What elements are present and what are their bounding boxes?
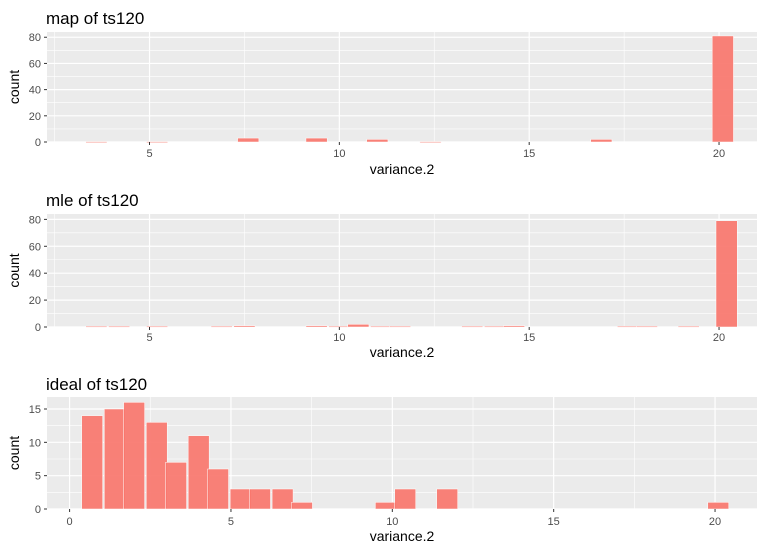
x-axis-label: variance.2 bbox=[370, 161, 435, 177]
y-tick-label: 80 bbox=[29, 32, 41, 44]
x-tick-label: 15 bbox=[548, 516, 560, 528]
x-tick-label: 15 bbox=[523, 148, 535, 160]
y-tick-label: 0 bbox=[35, 137, 41, 149]
x-tick-label: 20 bbox=[713, 148, 725, 160]
y-tick-label: 20 bbox=[29, 111, 41, 123]
histogram-bar bbox=[237, 137, 260, 143]
histogram-bar bbox=[85, 326, 108, 328]
histogram-bar bbox=[291, 502, 313, 510]
histogram-bar bbox=[249, 488, 271, 510]
histogram-bar bbox=[233, 325, 256, 328]
chart-panel-1: map of ts120 0 20 40 60 80 5 10 15 20 variance.2 co… bbox=[6, 9, 757, 177]
histogram-bar bbox=[85, 141, 108, 143]
y-tick-label: 10 bbox=[29, 437, 41, 449]
x-tick-label: 5 bbox=[228, 516, 234, 528]
histogram-bar bbox=[617, 326, 639, 328]
histogram-bar bbox=[461, 326, 484, 328]
histogram-bar bbox=[389, 326, 411, 328]
x-tick-label: 20 bbox=[709, 516, 721, 528]
histogram-bar bbox=[305, 137, 328, 143]
histogram-bar bbox=[484, 326, 506, 328]
histogram-bar bbox=[81, 415, 103, 510]
y-tick-label: 0 bbox=[35, 322, 41, 334]
y-tick-label: 40 bbox=[29, 85, 41, 97]
x-axis-label: variance.2 bbox=[370, 344, 435, 360]
histogram-bar bbox=[590, 139, 613, 143]
y-tick-label: 15 bbox=[29, 404, 41, 416]
histogram-bar bbox=[347, 324, 370, 328]
chart-title: mle of ts120 bbox=[46, 191, 139, 210]
histogram-bar bbox=[108, 326, 131, 328]
histogram-bar bbox=[104, 408, 126, 510]
y-tick-label: 20 bbox=[29, 295, 41, 307]
y-tick-label: 5 bbox=[35, 471, 41, 483]
histogram-bar bbox=[229, 488, 252, 510]
histogram-bar bbox=[394, 488, 416, 510]
x-axis-label: variance.2 bbox=[370, 528, 435, 544]
histogram-bar bbox=[305, 325, 328, 328]
histogram-bar bbox=[165, 462, 187, 510]
histogram-bar bbox=[146, 141, 168, 143]
histogram-bar bbox=[375, 502, 397, 510]
x-tick-label: 5 bbox=[146, 148, 152, 160]
x-tick-label: 20 bbox=[713, 332, 725, 344]
x-tick-label: 15 bbox=[523, 332, 535, 344]
y-axis-label: count bbox=[6, 70, 22, 104]
y-tick-label: 40 bbox=[29, 268, 41, 280]
x-tick-label: 10 bbox=[333, 332, 345, 344]
y-tick-label: 60 bbox=[29, 58, 41, 70]
y-tick-label: 0 bbox=[35, 504, 41, 516]
x-tick-label: 5 bbox=[146, 332, 152, 344]
histogram-bar bbox=[146, 326, 168, 328]
histogram-bar bbox=[123, 402, 145, 510]
histogram-bar bbox=[145, 422, 168, 510]
histogram-bar bbox=[715, 220, 738, 328]
y-tick-label: 60 bbox=[29, 241, 41, 253]
y-axis-label: count bbox=[6, 253, 22, 287]
chart-title: ideal of ts120 bbox=[46, 375, 147, 394]
chart-panel-3: ideal of ts120 0 5 10 15 0 5 10 15 20 variance.2 co… bbox=[6, 375, 757, 544]
histogram-bar bbox=[207, 468, 229, 510]
x-tick-label: 10 bbox=[386, 516, 398, 528]
histogram-bar bbox=[677, 326, 700, 328]
histogram-bar bbox=[436, 488, 458, 510]
plot-panel bbox=[47, 214, 757, 327]
histogram-bar bbox=[503, 325, 525, 328]
histogram-bar bbox=[707, 502, 730, 510]
histogram-bar bbox=[187, 435, 210, 510]
histogram-bar bbox=[271, 488, 294, 510]
histogram-bar bbox=[210, 326, 233, 328]
y-axis-label: count bbox=[6, 436, 22, 470]
chart-title: map of ts120 bbox=[46, 9, 144, 28]
histogram-bar bbox=[366, 139, 389, 143]
chart-panel-2: mle of ts120 0 20 40 60 80 5 10 15 20 variance.2 co… bbox=[6, 191, 757, 360]
x-tick-label: 10 bbox=[333, 148, 345, 160]
x-tick-label: 0 bbox=[67, 516, 73, 528]
histogram-bar bbox=[370, 326, 392, 328]
histogram-bar bbox=[419, 141, 442, 143]
histogram-bar bbox=[636, 326, 658, 328]
y-tick-label: 80 bbox=[29, 214, 41, 226]
histogram-bar bbox=[711, 35, 734, 143]
plot-panel bbox=[47, 32, 757, 142]
